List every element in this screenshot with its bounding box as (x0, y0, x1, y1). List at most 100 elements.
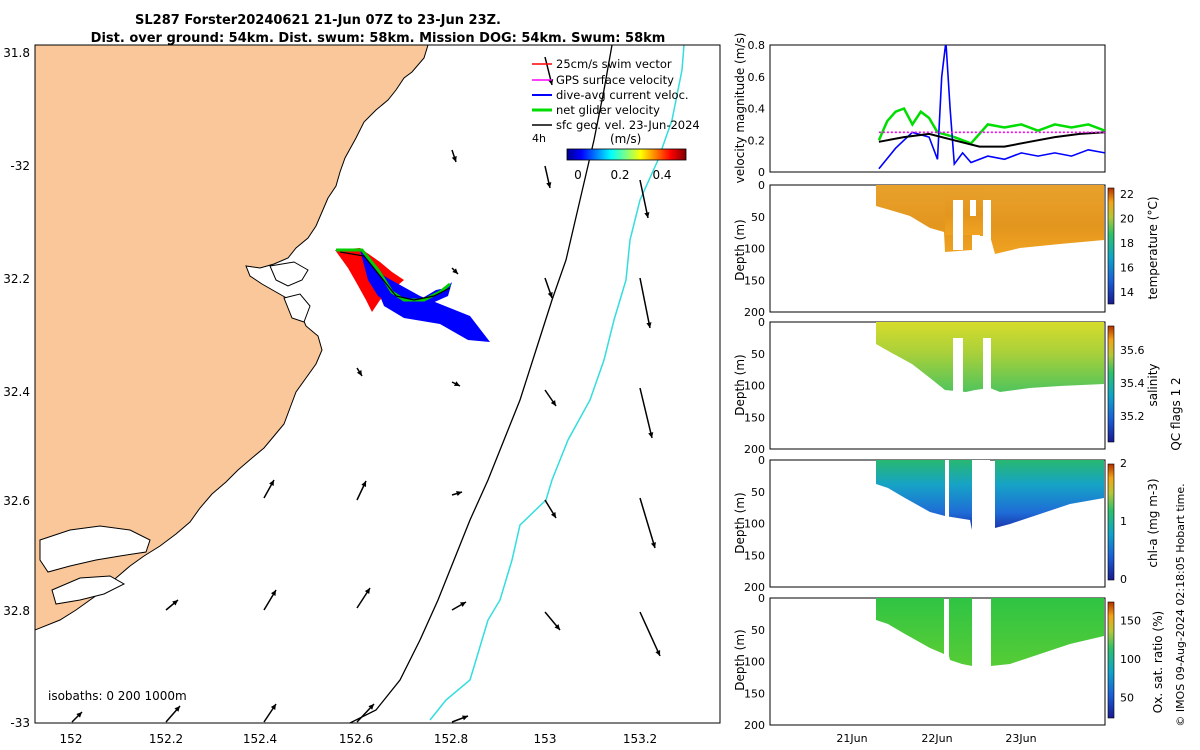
time-axis: 21Jun 22Jun 23Jun (836, 732, 1036, 745)
colorbar-tick: 14 (1120, 286, 1134, 299)
geo-arrow-head (172, 600, 178, 606)
credit-note: © IMOS 09-Aug-2024 02:18:05 Hobart time. (1174, 483, 1187, 726)
map-x-tick: 152.2 (149, 732, 183, 746)
series-line (878, 131, 1105, 148)
chla-gap (945, 460, 949, 520)
colorbar-tick: 2 (1120, 457, 1127, 470)
depth-tick: 0 (758, 316, 765, 329)
oxygen-ylabel: Depth (m) (733, 629, 747, 690)
lake (283, 293, 311, 323)
velocity-y-tick: 0 (758, 166, 765, 179)
velocity-y-tick: 0.6 (748, 71, 766, 84)
depth-tick: 0 (758, 179, 765, 192)
time-tick: 23Jun (1005, 732, 1036, 745)
oxygen-panel: Depth (m) Ox. sat. ratio (%) 0 50 100 150 20… (733, 592, 1165, 732)
speed-colorbar (566, 148, 687, 161)
depth-tick: 150 (744, 687, 765, 700)
map-x-tick: 153.2 (623, 732, 657, 746)
map-legend: 25cm/s swim vector GPS surface velocity … (532, 57, 700, 182)
oxygen-y-ticks: 0 50 100 150 200 (744, 592, 765, 732)
colorbar-tick: 35.6 (1120, 344, 1145, 357)
geo-arrow-head (546, 182, 552, 188)
temperature-y-ticks: 0 50 100 150 200 (744, 179, 765, 319)
salinity-gap (983, 338, 991, 394)
salinity-colorbar (1107, 325, 1115, 443)
geo-arrow-head (462, 715, 468, 721)
depth-tick: 0 (758, 592, 765, 605)
isobath-1000 (429, 45, 685, 721)
colorbar-tick: 0 (574, 168, 582, 182)
depth-tick: 50 (751, 211, 765, 224)
depth-tick: 100 (744, 518, 765, 531)
chla-y-ticks: 0 50 100 150 200 (744, 454, 765, 594)
oxygen-cb-ticks: 50 100 150 (1120, 614, 1141, 704)
qc-flags-note: QC flags 1 2 (1169, 377, 1183, 450)
depth-tick: 50 (751, 624, 765, 637)
geo-arrow-head (646, 322, 652, 328)
temperature-section-deep (945, 185, 985, 235)
geo-arrow-head (554, 624, 560, 630)
geo-arrow-head (269, 480, 274, 486)
salinity-cb-ticks: 35.2 35.4 35.6 (1120, 344, 1145, 423)
glider-track (335, 248, 490, 342)
salinity-panel: Depth (m) salinity 0 50 100 150 200 35.2 35.4… (733, 316, 1160, 456)
geo-arrow-head (451, 156, 457, 162)
colorbar-tick: 18 (1120, 237, 1134, 250)
colorbar-tick: 50 (1120, 692, 1134, 705)
geo-arrow-head (650, 542, 656, 548)
velocity-panel: 0 0.2 0.4 0.6 0.8 velocity magnitude (m/s) (733, 33, 1106, 184)
lake (269, 261, 309, 287)
geo-arrow (639, 387, 653, 439)
legend-swim: 25cm/s swim vector (556, 57, 672, 71)
map-y-tick: -33 (10, 716, 30, 730)
depth-tick: 200 (744, 306, 765, 319)
geo-arrow-head (644, 212, 650, 218)
title-line1: SL287 Forster20240621 21-Jun 07Z to 23-J… (135, 13, 501, 28)
map-y-tick: 32.8 (3, 604, 30, 618)
sfc-geo-velocity-arrows (71, 56, 661, 723)
depth-tick: 150 (744, 411, 765, 424)
velocity-ylabel: velocity magnitude (m/s) (733, 33, 747, 184)
depth-tick: 100 (744, 243, 765, 256)
depth-tick: 200 (744, 443, 765, 456)
temperature-panel: Depth (m) temperature (°C) 050100150200 … (733, 179, 1160, 319)
salinity-ylabel: Depth (m) (733, 354, 747, 415)
svg-text:152.8: 152.8 (434, 732, 468, 746)
geo-arrow-head (550, 400, 556, 406)
legend-net: net glider velocity (556, 103, 660, 117)
depth-tick: 200 (744, 719, 765, 732)
geo-arrow-head (270, 704, 276, 710)
svg-text:153: 153 (534, 732, 557, 746)
temperature-cblabel: temperature (°C) (1146, 197, 1160, 300)
geo-arrow-head (550, 512, 556, 518)
temperature-ylabel: Depth (m) (733, 219, 747, 280)
svg-text:152: 152 (60, 732, 83, 746)
chla-gap (972, 460, 990, 532)
map-x-tick: 153 (534, 732, 557, 746)
legend-gps: GPS surface velocity (556, 73, 674, 87)
chla-cb-ticks: 0 1 2 (1120, 457, 1127, 586)
depth-tick: 100 (744, 380, 765, 393)
map-y-tick: -32 (10, 159, 30, 173)
depth-tick: 0 (758, 454, 765, 467)
chla-colorbar (1107, 463, 1115, 581)
geo-arrow (639, 497, 656, 549)
lake (39, 525, 151, 573)
chla-panel: Depth (m) chl-a (mg m-3) 0 50 100 150 200 0 1… (733, 454, 1160, 594)
series-line (878, 45, 1105, 170)
colorbar-tick: 0.2 (610, 168, 629, 182)
depth-tick: 150 (744, 549, 765, 562)
map-y-tick: 32.6 (3, 494, 30, 508)
velocity-y-tick: 0.8 (748, 39, 766, 52)
geo-arrow-head (76, 712, 82, 718)
map-y-tick: 32.2 (3, 272, 30, 286)
colorbar-tick: 100 (1120, 653, 1141, 666)
temperature-colorbar (1107, 187, 1115, 305)
colorbar-tick: 35.4 (1120, 377, 1145, 390)
chla-cblabel: chl-a (mg m-3) (1146, 478, 1160, 567)
colorbar-units: (m/s) (610, 132, 641, 146)
geo-arrow-head (452, 268, 458, 274)
salinity-y-ticks: 0 50 100 150 200 (744, 316, 765, 456)
svg-text:152.6: 152.6 (339, 732, 373, 746)
colorbar-time-label: 4h (532, 132, 546, 145)
